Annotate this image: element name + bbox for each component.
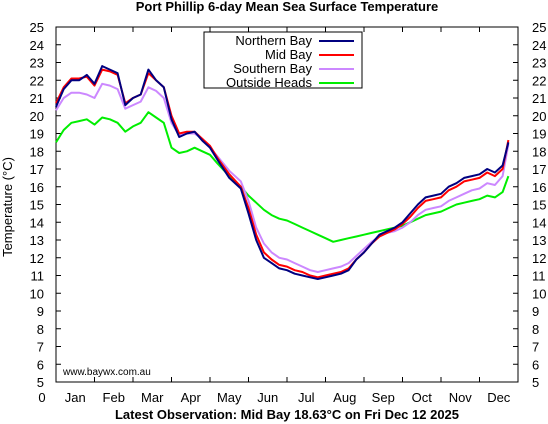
x-tick-label: Apr bbox=[181, 390, 202, 405]
y-tick-label-left: 9 bbox=[37, 304, 44, 319]
y-tick-label-right: 14 bbox=[532, 215, 546, 230]
y-tick-label-left: 15 bbox=[30, 198, 44, 213]
y-tick-label-right: 20 bbox=[532, 109, 546, 124]
y-tick-label-left: 23 bbox=[30, 56, 44, 71]
legend-label-outside-heads: Outside Heads bbox=[226, 75, 312, 90]
y-tick-label-left: 17 bbox=[30, 162, 44, 177]
y-tick-label-left: 19 bbox=[30, 127, 44, 142]
y-tick-label-left: 16 bbox=[30, 180, 44, 195]
y-tick-label-right: 11 bbox=[532, 269, 546, 284]
x-tick-label: Jul bbox=[298, 390, 315, 405]
x-tick-label: May bbox=[217, 390, 242, 405]
legend-label-southern-bay: Southern Bay bbox=[233, 61, 312, 76]
y-tick-label-right: 12 bbox=[532, 251, 546, 266]
series-line-southern-bay bbox=[55, 82, 510, 273]
x-tick-label: Aug bbox=[333, 390, 356, 405]
y-tick-label-left: 11 bbox=[31, 269, 45, 284]
y-tick-label-left: 25 bbox=[30, 20, 44, 35]
y-tick-label-right: 10 bbox=[532, 286, 546, 301]
y-tick-label-left: 10 bbox=[30, 286, 44, 301]
plot-area: 5 5 6 6 7 7 8 8 9 9 10 10 11 11 12 12 13 13 14 14 15 15 16 16 17… bbox=[30, 20, 547, 405]
y-tick-label-right: 8 bbox=[532, 322, 539, 337]
y-tick-label-right: 17 bbox=[532, 162, 546, 177]
watermark-url: www.baywx.com.au bbox=[62, 367, 151, 378]
x-tick-label: Oct bbox=[412, 390, 433, 405]
x-tick-label: Sep bbox=[372, 390, 395, 405]
x-tick-label-origin: 0 bbox=[38, 390, 45, 405]
y-tick-label-right: 9 bbox=[532, 304, 539, 319]
y-tick-label-right: 22 bbox=[532, 73, 546, 88]
latest-observation-footer: Latest Observation: Mid Bay 18.63°C on F… bbox=[115, 407, 459, 422]
y-tick-label-left: 14 bbox=[30, 215, 44, 230]
y-tick-label-right: 7 bbox=[532, 340, 539, 355]
series-line-outside-heads bbox=[55, 111, 510, 243]
y-tick-label-left: 24 bbox=[30, 38, 44, 53]
x-tick-label: Dec bbox=[487, 390, 511, 405]
y-tick-label-right: 25 bbox=[532, 20, 546, 35]
y-tick-label-left: 8 bbox=[37, 322, 44, 337]
y-tick-label-left: 12 bbox=[30, 251, 44, 266]
y-tick-label-left: 22 bbox=[30, 73, 44, 88]
y-tick-label-right: 13 bbox=[532, 233, 546, 248]
y-tick-label-right: 19 bbox=[532, 127, 546, 142]
y-tick-label-left: 20 bbox=[30, 109, 44, 124]
y-tick-label-left: 18 bbox=[30, 144, 44, 159]
x-tick-label: Nov bbox=[449, 390, 473, 405]
chart-title: Port Phillip 6-day Mean Sea Surface Temp… bbox=[136, 0, 438, 14]
legend-label-mid-bay: Mid Bay bbox=[265, 47, 312, 62]
y-axis-label: Temperature (°C) bbox=[0, 157, 15, 257]
y-tick-label-right: 6 bbox=[532, 357, 539, 372]
x-tick-label: Jun bbox=[257, 390, 278, 405]
y-tick-label-right: 21 bbox=[532, 91, 546, 106]
series-line-northern-bay bbox=[55, 65, 510, 280]
y-tick-label-right: 15 bbox=[532, 198, 546, 213]
y-tick-label-right: 23 bbox=[532, 56, 546, 71]
y-tick-label-left: 21 bbox=[30, 91, 44, 106]
y-tick-label-right: 18 bbox=[532, 144, 546, 159]
x-tick-label: Feb bbox=[103, 390, 125, 405]
y-tick-label-right: 16 bbox=[532, 180, 546, 195]
y-tick-label-left: 6 bbox=[37, 357, 44, 372]
x-tick-label: Jan bbox=[65, 390, 86, 405]
y-tick-label-right: 24 bbox=[532, 38, 546, 53]
legend-label-northern-bay: Northern Bay bbox=[235, 33, 312, 48]
y-tick-label-right: 5 bbox=[532, 375, 539, 390]
x-tick-label: Mar bbox=[141, 390, 164, 405]
y-tick-label-left: 13 bbox=[30, 233, 44, 248]
y-tick-label-left: 5 bbox=[37, 375, 44, 390]
y-tick-label-left: 7 bbox=[37, 340, 44, 355]
